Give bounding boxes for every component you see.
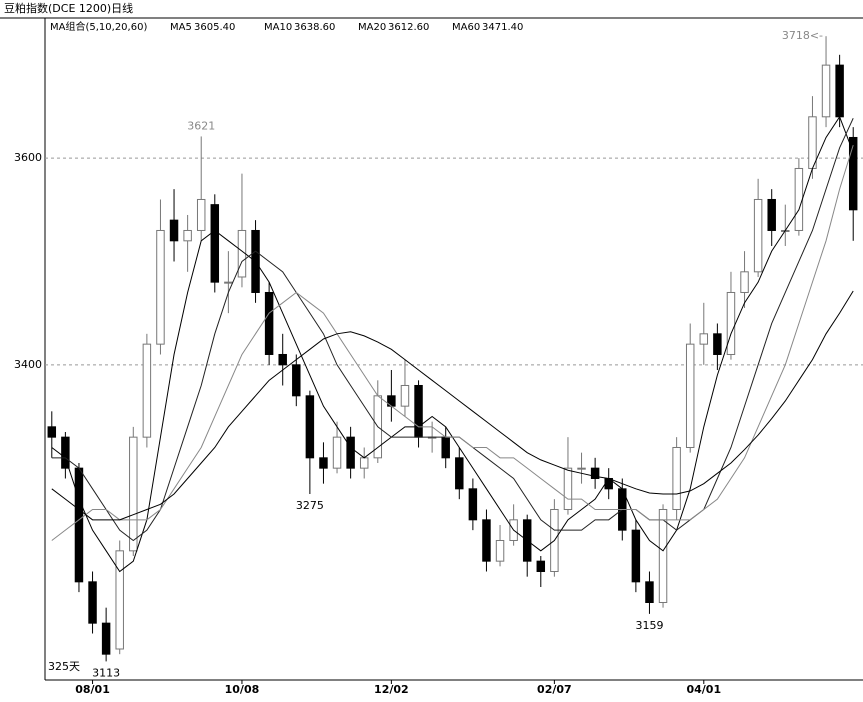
candle-body xyxy=(658,508,668,603)
candle-body xyxy=(88,581,97,624)
legend-value: 3612.60 xyxy=(388,22,429,33)
candle-body xyxy=(224,281,233,284)
candle-body xyxy=(808,116,817,169)
x-tick-label: 02/07 xyxy=(537,683,572,696)
ma-line xyxy=(51,144,854,541)
candle-body xyxy=(129,436,138,552)
candle-body xyxy=(726,291,736,355)
candle-body xyxy=(183,229,192,242)
candle-body xyxy=(835,64,844,118)
chart-title: 豆粕指数(DCE 1200)日线 xyxy=(4,1,133,15)
candle-body xyxy=(332,436,342,469)
candle-body xyxy=(590,467,600,479)
candle-body xyxy=(47,426,57,438)
y-tick-label: 3400 xyxy=(14,358,42,371)
legend-value: 3605.40 xyxy=(194,22,235,33)
period-label: 325天 xyxy=(48,660,80,673)
candle-body xyxy=(101,622,111,655)
annotation: 3159 xyxy=(635,619,663,632)
candle-body xyxy=(305,395,315,459)
candle-body xyxy=(685,343,695,448)
candle-body xyxy=(115,550,124,650)
candle-body xyxy=(482,519,491,562)
candle-body xyxy=(346,436,355,469)
annotation: 3718<- xyxy=(782,29,823,42)
candle-body xyxy=(821,64,831,118)
ma-line xyxy=(51,290,854,521)
candle-body xyxy=(400,384,410,407)
legend-name: MA20 xyxy=(358,22,386,33)
x-tick-label: 08/01 xyxy=(75,683,110,696)
legend-value: 3471.40 xyxy=(482,22,523,33)
candle-body xyxy=(319,457,328,469)
candle-body xyxy=(61,436,70,469)
x-tick-label: 10/08 xyxy=(225,683,260,696)
candle-body xyxy=(468,488,478,521)
y-tick-label: 3600 xyxy=(14,151,42,164)
candle-body xyxy=(753,198,763,273)
candle-body xyxy=(74,467,84,583)
candle-body xyxy=(455,457,464,490)
candle-body xyxy=(359,457,369,469)
candle-body xyxy=(848,136,858,211)
candle-body xyxy=(740,271,749,293)
candle-body xyxy=(563,467,573,510)
candle-body xyxy=(631,529,641,583)
annotation: 3621 xyxy=(187,119,215,132)
candle-body xyxy=(156,229,165,345)
candle-body xyxy=(264,291,274,355)
candle-body xyxy=(794,167,804,231)
candle-body xyxy=(196,198,206,231)
candle-body xyxy=(767,198,776,231)
candle-body xyxy=(713,333,722,355)
annotation: 3113 xyxy=(92,666,120,679)
candle-body xyxy=(495,539,505,562)
candle-body xyxy=(142,343,152,438)
candle-body xyxy=(292,364,301,397)
indicator-label: MA组合(5,10,20,60) xyxy=(50,20,147,33)
candle-body xyxy=(577,467,586,470)
x-tick-label: 04/01 xyxy=(686,683,721,696)
candle-body xyxy=(536,560,546,572)
legend-name: MA10 xyxy=(264,22,292,33)
candle-body xyxy=(672,446,681,510)
x-tick-label: 12/02 xyxy=(374,683,409,696)
candle-body xyxy=(169,219,179,242)
candle-body xyxy=(645,581,654,603)
legend-value: 3638.60 xyxy=(294,22,335,33)
candle-body xyxy=(278,353,287,366)
candle-body xyxy=(441,436,450,459)
candle-body xyxy=(414,384,423,438)
legend-name: MA5 xyxy=(170,22,192,33)
candle-body xyxy=(699,333,709,345)
legend-name: MA60 xyxy=(452,22,480,33)
annotation: 3275 xyxy=(296,499,324,512)
candle-body xyxy=(210,204,220,283)
